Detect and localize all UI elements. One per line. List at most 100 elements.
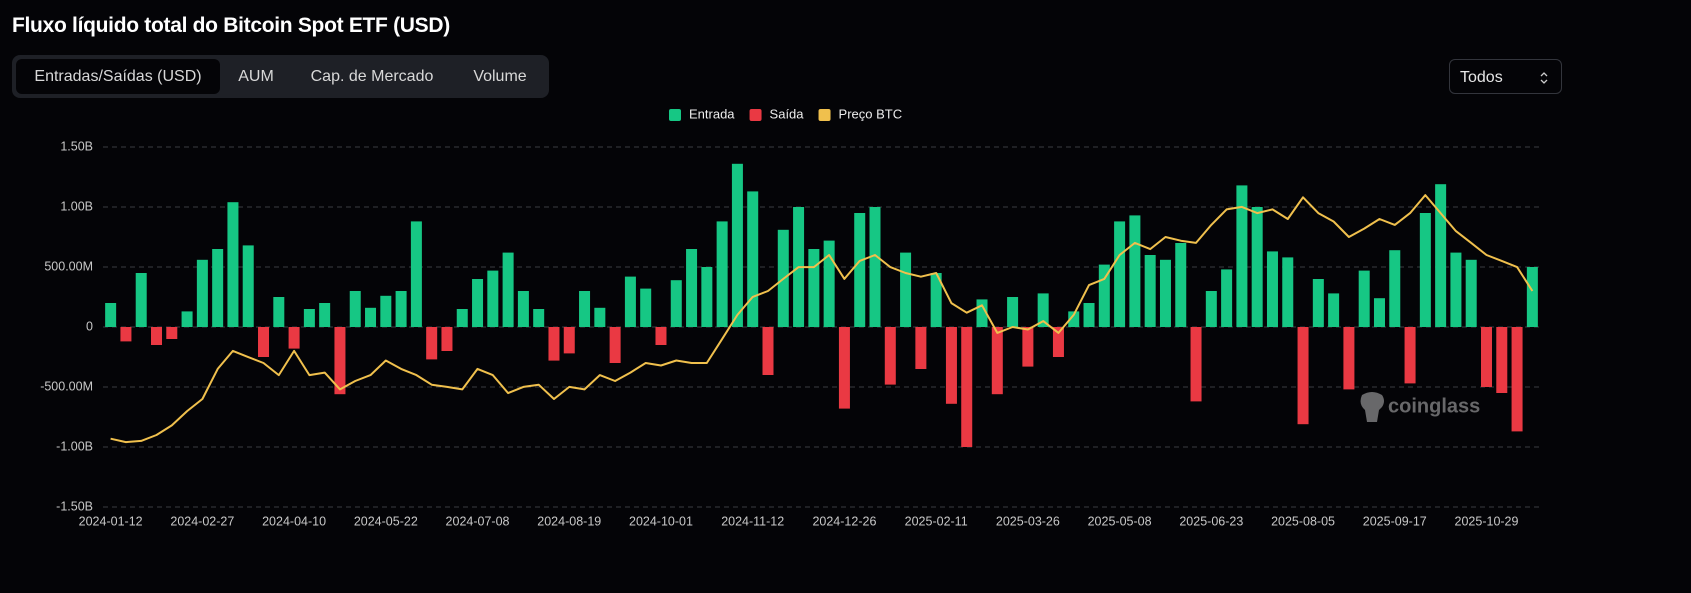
bar [1022, 327, 1034, 367]
legend-swatch [818, 109, 831, 121]
y-tick-label: 500.00M [44, 259, 93, 273]
bar [1312, 279, 1324, 327]
watermark-text: coinglass [1388, 395, 1480, 417]
bar [1083, 303, 1095, 327]
legend-swatch [669, 109, 681, 121]
bar [1114, 221, 1126, 327]
bar [349, 291, 361, 327]
bar [242, 245, 254, 327]
bar [1007, 297, 1019, 327]
bar [747, 191, 759, 327]
bar [1266, 251, 1278, 327]
bar [120, 327, 132, 342]
bar [365, 307, 377, 327]
bar [212, 249, 224, 327]
bar [670, 280, 682, 327]
tab[interactable]: Volume [473, 68, 527, 85]
bar [1496, 327, 1508, 393]
x-tick-label: 2024-11-12 [721, 514, 784, 528]
bar [502, 252, 514, 327]
bar [1435, 184, 1447, 327]
bar [1328, 293, 1340, 327]
bar [991, 327, 1003, 395]
bar [166, 327, 178, 339]
bar [594, 307, 606, 327]
legend-label: Preço BTC [839, 106, 903, 121]
bar [151, 327, 163, 345]
bar [1511, 327, 1523, 432]
bar [426, 327, 438, 360]
legend-swatch [749, 109, 762, 121]
bar [380, 295, 392, 327]
bar [319, 303, 331, 327]
bar [258, 327, 270, 357]
y-tick-label: 1.00B [60, 199, 93, 213]
bar [838, 327, 850, 409]
select-arrows [1540, 72, 1548, 84]
bar [1297, 327, 1309, 425]
y-tick-label: -1.50B [56, 499, 93, 513]
x-tick-label: 2025-10-29 [1455, 514, 1519, 528]
x-tick-label: 2024-05-22 [354, 514, 418, 528]
bar [303, 309, 315, 327]
bar [472, 279, 484, 327]
bar [563, 327, 575, 354]
watermark: coinglass [1360, 392, 1480, 422]
x-tick-label: 2025-03-26 [996, 514, 1060, 528]
tab[interactable]: AUM [238, 68, 274, 85]
bar [900, 252, 912, 327]
bar [1052, 327, 1064, 357]
bar [273, 297, 285, 327]
tab-bar: Entradas/Saídas (USD) AUM Cap. de Mercad… [12, 55, 549, 98]
select-label: Todos [1460, 69, 1503, 86]
bar [854, 213, 866, 327]
bar [1419, 213, 1431, 327]
tab[interactable]: Entradas/Saídas (USD) [16, 59, 220, 94]
bar [716, 221, 728, 327]
bar [135, 273, 147, 327]
legend-label: Saída [770, 106, 805, 121]
bar [1221, 269, 1233, 327]
bar [655, 327, 667, 345]
bar [808, 249, 820, 327]
bar [976, 299, 988, 327]
bar [624, 276, 636, 327]
x-tick-label: 2024-04-10 [262, 514, 326, 528]
bar [1129, 215, 1141, 327]
bar [701, 267, 713, 327]
bar [548, 327, 560, 361]
bar [945, 327, 957, 404]
bar [915, 327, 927, 369]
bar [1098, 264, 1110, 327]
bar [884, 327, 896, 385]
bar [1480, 327, 1492, 387]
bar [930, 273, 942, 327]
bar [334, 327, 346, 395]
bar [1465, 259, 1477, 327]
legend-label: Entrada [689, 106, 735, 121]
tab[interactable]: Cap. de Mercado [310, 68, 434, 85]
x-tick-label: 2024-07-08 [446, 514, 510, 528]
bar [961, 327, 973, 447]
bar [395, 291, 407, 327]
x-tick-label: 2025-02-11 [905, 514, 968, 528]
x-tick-label: 2025-08-05 [1271, 514, 1335, 528]
x-tick-label: 2024-12-26 [812, 514, 876, 528]
bar [579, 291, 591, 327]
bar [456, 309, 468, 327]
bar [196, 259, 208, 327]
bar [1373, 298, 1385, 327]
bar [1450, 252, 1462, 327]
bar [1358, 270, 1370, 327]
bar [1343, 327, 1355, 390]
bar [1159, 259, 1171, 327]
page-title: Fluxo líquido total do Bitcoin Spot ETF … [12, 14, 450, 37]
y-tick-label: 1.50B [60, 139, 93, 153]
x-tick-label: 2025-06-23 [1179, 514, 1243, 528]
bar [1404, 327, 1416, 384]
x-tick-label: 2024-08-19 [537, 514, 601, 528]
x-tick-label: 2024-10-01 [629, 514, 693, 528]
x-tick-label: 2025-09-17 [1363, 514, 1427, 528]
bar [1236, 185, 1248, 327]
range-select[interactable]: Todos [1449, 59, 1562, 94]
